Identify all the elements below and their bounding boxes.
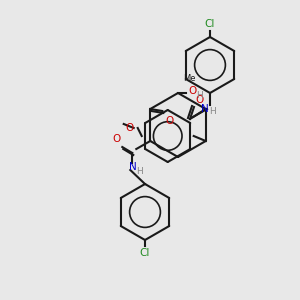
Text: O: O xyxy=(112,134,120,144)
Text: Cl: Cl xyxy=(205,19,215,29)
Text: H: H xyxy=(196,91,203,100)
Text: H: H xyxy=(210,107,216,116)
Text: O: O xyxy=(165,116,173,126)
Text: O: O xyxy=(125,123,134,133)
Text: Me: Me xyxy=(183,74,196,83)
Text: O: O xyxy=(188,86,196,96)
Text: Cl: Cl xyxy=(140,248,150,258)
Text: N: N xyxy=(129,162,137,172)
Text: H: H xyxy=(136,167,143,176)
Text: N: N xyxy=(201,104,209,114)
Text: O: O xyxy=(195,95,203,105)
